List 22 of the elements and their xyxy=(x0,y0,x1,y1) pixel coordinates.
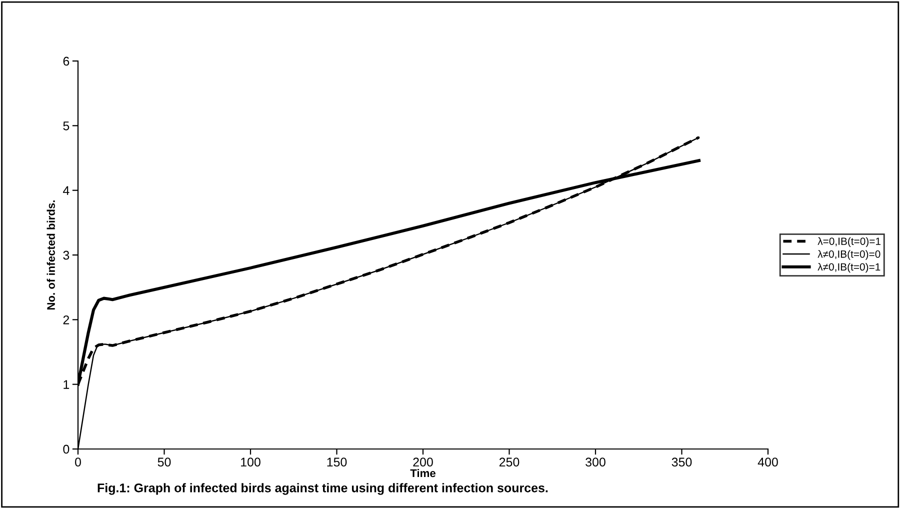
legend-label: λ≠0,IB(t=0)=1 xyxy=(818,262,880,273)
x-tick-label: 250 xyxy=(499,458,520,467)
y-tick-label: 1 xyxy=(64,380,70,389)
x-tick-label: 0 xyxy=(75,458,81,467)
legend-label: λ=0,IB(t=0)=1 xyxy=(818,237,881,248)
x-tick-label: 350 xyxy=(672,458,692,467)
y-tick-label: 5 xyxy=(63,122,70,130)
x-tick-label: 200 xyxy=(413,458,433,467)
legend-label: λ≠0,IB(t=0)=0 xyxy=(818,250,880,260)
x-tick-label: 300 xyxy=(586,458,606,467)
y-tick-label: 4 xyxy=(63,186,70,195)
y-tick-label: 0 xyxy=(63,444,70,454)
y-tick-label: 2 xyxy=(63,315,70,324)
caption: Fig.1: Graph of infected birds against time using different infection sources. xyxy=(98,483,548,495)
x-tick-label: 150 xyxy=(327,458,347,467)
x-tick-label: 50 xyxy=(158,458,171,467)
y-tick-label: 6 xyxy=(63,56,70,66)
x-axis-title: Time xyxy=(410,468,436,478)
y-axis-title: No. of infected birds. xyxy=(46,200,55,310)
y-tick-label: 3 xyxy=(63,250,70,260)
x-tick-label: 100 xyxy=(241,458,260,467)
x-tick-label: 400 xyxy=(758,458,778,467)
